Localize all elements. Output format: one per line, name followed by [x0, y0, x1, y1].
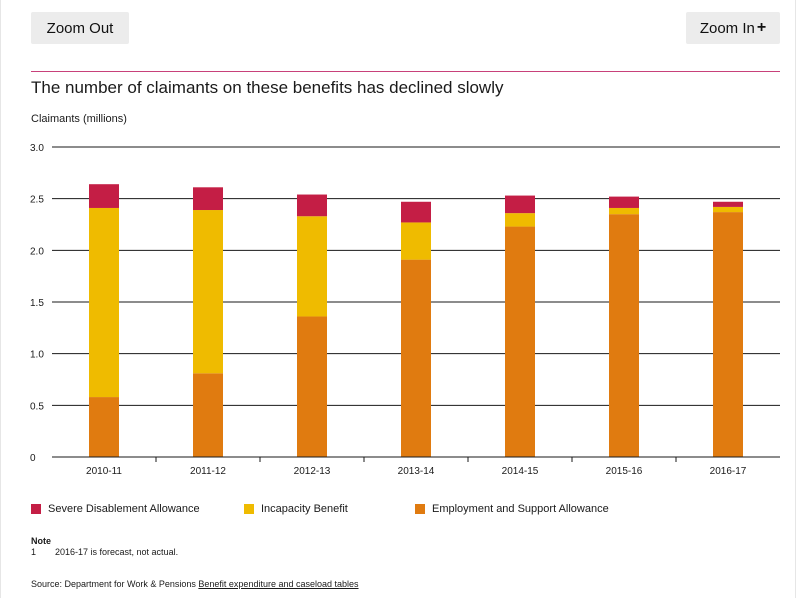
bar-segment — [89, 207, 119, 398]
bar-segment — [297, 194, 327, 217]
x-tick-label: 2015-16 — [606, 466, 643, 477]
note-text: 2016-17 is forecast, not actual. — [55, 547, 179, 557]
y-tick-label: 1.0 — [30, 350, 44, 361]
bar-segment — [401, 222, 431, 260]
legend-swatch — [415, 504, 425, 514]
legend-item: Employment and Support Allowance — [415, 503, 609, 515]
x-tick-label: 2013-14 — [398, 466, 435, 477]
legend-item: Severe Disablement Allowance — [31, 503, 200, 515]
bar-segment — [297, 216, 327, 317]
bar-segment — [713, 212, 743, 457]
bar-segment — [505, 226, 535, 457]
y-tick-label: 2.0 — [30, 246, 44, 257]
bar-segment — [713, 206, 743, 213]
source-prefix: Source: Department for Work & Pensions — [31, 579, 199, 589]
bar-segment — [193, 373, 223, 457]
source-link[interactable]: Benefit expenditure and caseload tables — [198, 579, 359, 589]
bar-segment — [89, 397, 119, 457]
x-tick-label: 2011-12 — [190, 466, 226, 477]
title-accent-rule — [31, 71, 780, 72]
bar-segment — [297, 316, 327, 457]
bar-segment — [505, 213, 535, 227]
zoom-in-label: Zoom In — [699, 19, 755, 37]
bar-segment — [89, 184, 119, 208]
bar-segment — [193, 187, 223, 211]
legend-label: Severe Disablement Allowance — [48, 503, 200, 515]
y-tick-label: 3.0 — [30, 143, 44, 154]
y-tick-label: 1.5 — [30, 298, 44, 309]
bar-segment — [609, 207, 639, 215]
zoom-in-button[interactable]: Zoom In + — [686, 12, 780, 44]
zoom-out-label: Zoom Out — [46, 19, 114, 37]
note-number: 1 — [31, 547, 37, 557]
x-tick-label: 2012-13 — [294, 466, 331, 477]
chart-title: The number of claimants on these benefit… — [31, 78, 504, 97]
y-tick-label: 2.5 — [30, 195, 44, 206]
legend-label: Employment and Support Allowance — [432, 503, 609, 515]
legend-swatch — [31, 504, 41, 514]
bar-segment — [401, 259, 431, 457]
y-axis-label: Claimants (millions) — [31, 113, 127, 125]
note-item: 1 2016-17 is forecast, not actual. — [31, 547, 178, 557]
legend-swatch — [244, 504, 254, 514]
bar-segment — [609, 214, 639, 457]
plus-icon: + — [756, 19, 767, 36]
x-tick-label: 2014-15 — [502, 466, 539, 477]
bar-segment — [713, 201, 743, 207]
bar-segment — [609, 196, 639, 208]
bar-segment — [401, 201, 431, 223]
bar-segment — [193, 210, 223, 374]
x-tick-label: 2010-11 — [86, 466, 122, 477]
legend-item: Incapacity Benefit — [244, 503, 348, 515]
x-tick-label: 2016-17 — [710, 466, 747, 477]
bar-segment — [505, 195, 535, 214]
y-tick-label: 0 — [30, 453, 36, 464]
legend-label: Incapacity Benefit — [261, 503, 348, 515]
y-tick-label: 0.5 — [30, 401, 44, 412]
zoom-out-button[interactable]: Zoom Out — [31, 12, 129, 44]
source-line: Source: Department for Work & Pensions B… — [31, 579, 359, 589]
note-heading: Note — [31, 536, 51, 546]
